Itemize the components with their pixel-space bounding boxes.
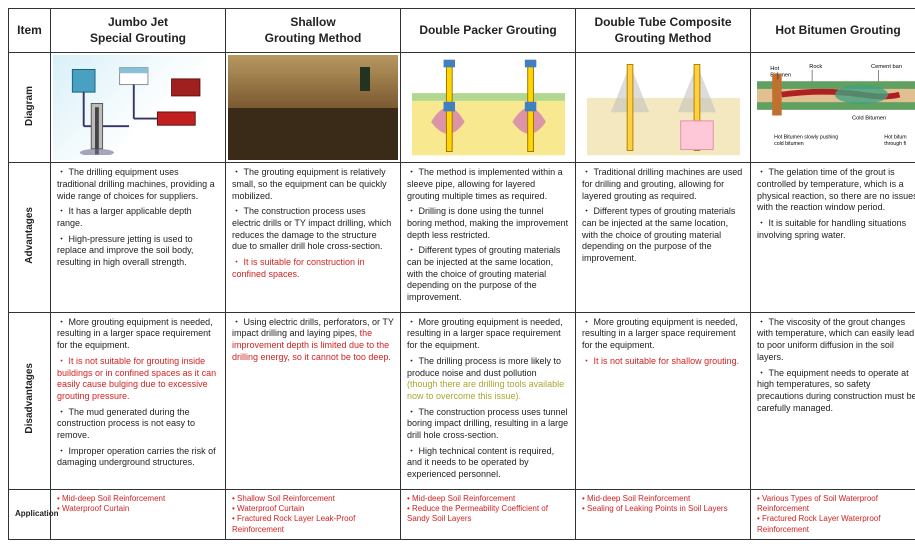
bullet-item: High technical content is required, and … — [407, 446, 569, 481]
col-header-4: Hot Bitumen Grouting — [751, 9, 915, 53]
grouting-comparison-table: Item Jumbo JetSpecial Grouting ShallowGr… — [8, 8, 915, 540]
application-item: Mid-deep Soil Reinforcement — [582, 494, 744, 504]
bullet-item: More grouting equipment is needed, resul… — [582, 317, 744, 352]
bullet-item: Using electric drills, perforators, or T… — [232, 317, 394, 364]
app-cell-2: Mid-deep Soil ReinforcementReduce the Pe… — [401, 489, 576, 540]
app-cell-3: Mid-deep Soil ReinforcementSealing of Le… — [576, 489, 751, 540]
svg-text:Hot bitumthrough fi: Hot bitumthrough fi — [885, 134, 907, 147]
bullet-item: The mud generated during the constructio… — [57, 407, 219, 442]
app-cell-0: Mid-deep Soil ReinforcementWaterproof Cu… — [51, 489, 226, 540]
bullet-item: The equipment needs to operate at high t… — [757, 368, 915, 415]
bullet-item: It is suitable for handling situations i… — [757, 218, 915, 241]
col-header-2: Double Packer Grouting — [401, 9, 576, 53]
svg-text:Cold Bitumen: Cold Bitumen — [852, 115, 886, 121]
bullet-item: It has a larger applicable depth range. — [57, 206, 219, 229]
app-cell-4: Various Types of Soil Waterproof Reinfor… — [751, 489, 915, 540]
col-header-0: Jumbo JetSpecial Grouting — [51, 9, 226, 53]
dis-cell-2: More grouting equipment is needed, resul… — [401, 312, 576, 489]
item-header: Item — [9, 9, 51, 53]
dis-cell-3: More grouting equipment is needed, resul… — [576, 312, 751, 489]
application-item: Fractured Rock Layer Leak-Proof Reinforc… — [232, 514, 394, 535]
bullet-item: Traditional drilling machines are used f… — [582, 167, 744, 202]
bullet-item: It is not suitable for shallow grouting. — [582, 356, 744, 368]
application-item: Waterproof Curtain — [57, 504, 219, 514]
bullet-item: It is not suitable for grouting inside b… — [57, 356, 219, 403]
row-header-application: Application — [9, 489, 51, 540]
row-header-disadvantages: Disadvantages — [9, 312, 51, 489]
svg-text:Rock: Rock — [810, 64, 823, 70]
bullet-item: Different types of grouting materials ca… — [407, 245, 569, 303]
application-item: Fractured Rock Layer Waterproof Reinforc… — [757, 514, 915, 535]
bullet-item: It is suitable for construction in confi… — [232, 257, 394, 280]
app-cell-1: Shallow Soil ReinforcementWaterproof Cur… — [226, 489, 401, 540]
dis-cell-1: Using electric drills, perforators, or T… — [226, 312, 401, 489]
application-item: Various Types of Soil Waterproof Reinfor… — [757, 494, 915, 515]
bullet-item: High-pressure jetting is used to replace… — [57, 234, 219, 269]
col-header-3: Double Tube CompositeGrouting Method — [576, 9, 751, 53]
application-item: Shallow Soil Reinforcement — [232, 494, 394, 504]
application-item: Reduce the Permeability Coefficient of S… — [407, 504, 569, 525]
bullet-item: The method is implemented within a sleev… — [407, 167, 569, 202]
dis-cell-4: The viscosity of the grout changes with … — [751, 312, 915, 489]
row-header-diagram: Diagram — [9, 53, 51, 163]
bullet-item: The viscosity of the grout changes with … — [757, 317, 915, 364]
adv-cell-2: The method is implemented within a sleev… — [401, 163, 576, 313]
adv-cell-4: The gelation time of the grout is contro… — [751, 163, 915, 313]
diagram-jumbo — [51, 53, 226, 163]
bullet-item: The drilling process is more likely to p… — [407, 356, 569, 403]
bullet-item: The construction process uses tunnel bor… — [407, 407, 569, 442]
adv-cell-0: The drilling equipment uses traditional … — [51, 163, 226, 313]
svg-text:Cement ban: Cement ban — [871, 64, 902, 70]
bullet-item: The drilling equipment uses traditional … — [57, 167, 219, 202]
bullet-item: The gelation time of the grout is contro… — [757, 167, 915, 214]
bullet-item: More grouting equipment is needed, resul… — [407, 317, 569, 352]
bullet-item: The construction process uses electric d… — [232, 206, 394, 253]
bullet-item: More grouting equipment is needed, resul… — [57, 317, 219, 352]
col-header-1: ShallowGrouting Method — [226, 9, 401, 53]
bullet-item: Different types of grouting materials ca… — [582, 206, 744, 264]
bullet-item: Improper operation carries the risk of d… — [57, 446, 219, 469]
row-header-advantages: Advantages — [9, 163, 51, 313]
svg-text:Hot Bitumen slowly pushingcold: Hot Bitumen slowly pushingcold bitumen — [774, 134, 838, 147]
application-item: Mid-deep Soil Reinforcement — [57, 494, 219, 504]
application-item: Waterproof Curtain — [232, 504, 394, 514]
diagram-tube — [576, 53, 751, 163]
dis-cell-0: More grouting equipment is needed, resul… — [51, 312, 226, 489]
adv-cell-1: The grouting equipment is relatively sma… — [226, 163, 401, 313]
application-item: Sealing of Leaking Points in Soil Layers — [582, 504, 744, 514]
bullet-item: The grouting equipment is relatively sma… — [232, 167, 394, 202]
bullet-item: Drilling is done using the tunnel boring… — [407, 206, 569, 241]
diagram-bitumen: HotBitumen Rock Cement ban Cold Bitumen … — [751, 53, 915, 163]
diagram-shallow — [226, 53, 401, 163]
application-item: Mid-deep Soil Reinforcement — [407, 494, 569, 504]
adv-cell-3: Traditional drilling machines are used f… — [576, 163, 751, 313]
diagram-packer — [401, 53, 576, 163]
